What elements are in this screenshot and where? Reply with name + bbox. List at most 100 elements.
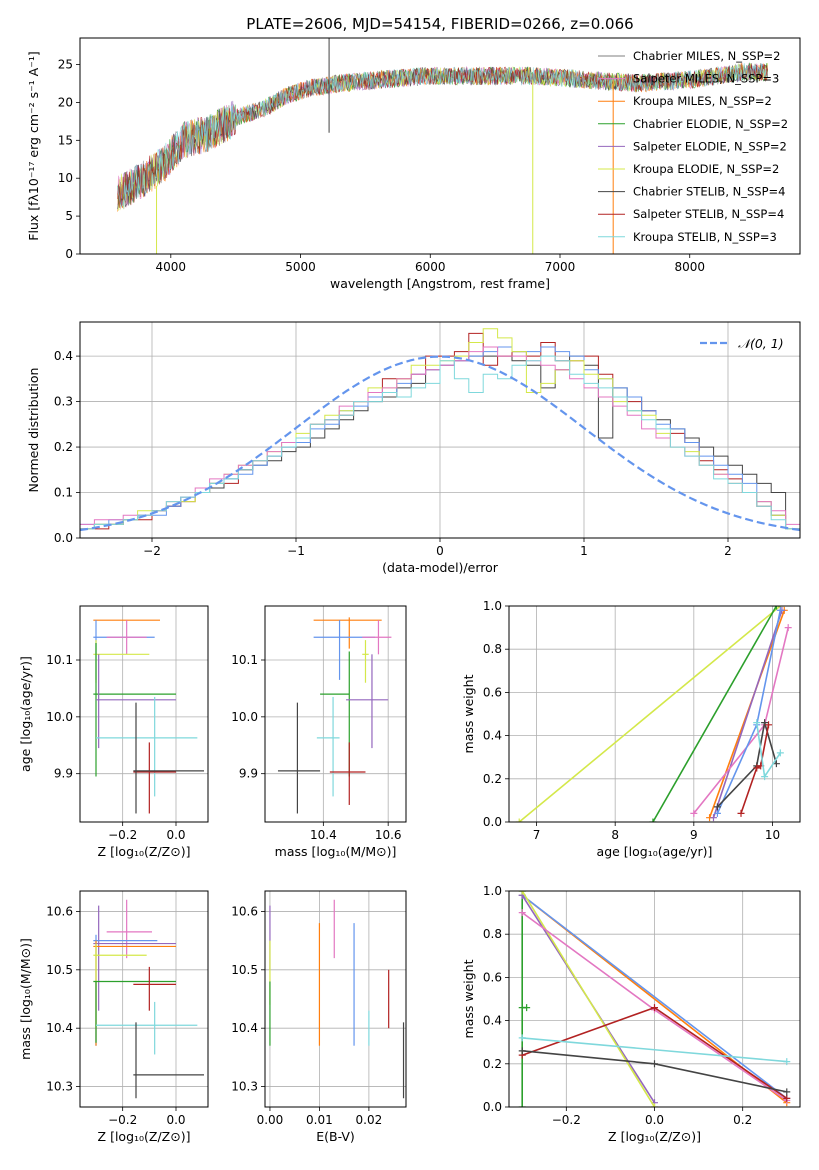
age_mass_weight-plot-area — [509, 606, 800, 822]
weight-marker — [753, 764, 761, 772]
weight-marker — [515, 818, 523, 822]
axes-frame — [508, 605, 801, 823]
weight-line — [652, 606, 778, 822]
weight-marker — [649, 818, 657, 822]
spectrum-line — [117, 63, 768, 210]
error-bar-point — [96, 1001, 198, 1055]
spectrum-line — [117, 63, 768, 209]
weight-marker — [651, 1004, 658, 1012]
weight-marker — [713, 809, 721, 817]
y-tick-label: 20 — [58, 95, 73, 109]
error-bar-point — [93, 943, 147, 1029]
x-tick-label: 0.00 — [257, 1113, 284, 1127]
error-bar-point — [316, 696, 340, 797]
y-tick-label: 0.1 — [54, 486, 73, 500]
weight-marker — [783, 1094, 791, 1102]
error-bar-point — [277, 702, 321, 814]
y-tick-label: 0.3 — [54, 395, 73, 409]
weight-marker — [776, 749, 784, 757]
x-tick-label: −1 — [287, 544, 305, 558]
legend-label: Kroupa STELIB, N_SSP=3 — [633, 230, 777, 244]
x-tick-label: 0.01 — [306, 1113, 333, 1127]
residuals-panel: −2 −1 0 1 2 0.0 0.1 0.2 0.3 0.4 (data-model)/error… — [26, 321, 801, 575]
y-tick-label: 1.0 — [483, 599, 502, 613]
spectrum-title: PLATE=2606, MJD=54154, FIBERID=0266, z=0… — [246, 15, 633, 33]
x-tick-label: 5000 — [285, 260, 316, 274]
weight-marker — [518, 909, 526, 917]
y-tick-label: 0 — [65, 247, 73, 261]
spectrum-line — [117, 63, 768, 208]
error-bar-point — [93, 980, 176, 1043]
age-mass-weight-panel: 7 8 9 10 0.0 0.2 0.4 0.6 0.8 1.0 age [log₁₀(age/yr… — [461, 599, 801, 859]
x-tick-label: 8 — [611, 828, 619, 842]
gaussian-curve — [80, 355, 800, 532]
x-tick-label: 10.6 — [375, 828, 402, 842]
y-axis-label: Normed distribution — [26, 368, 41, 493]
error-bar-point — [320, 651, 350, 777]
weight-marker — [518, 1034, 526, 1042]
legend-label: Chabrier STELIB, N_SSP=4 — [633, 185, 785, 199]
error-bar-point — [93, 642, 176, 777]
y-tick-label: 5 — [65, 209, 73, 223]
y-tick-label: 0.0 — [483, 815, 502, 829]
error-bar-point — [133, 702, 204, 814]
y-tick-label: 10.0 — [231, 710, 258, 724]
error-bar-point — [93, 905, 176, 1011]
error-bar-point — [96, 696, 198, 797]
weight-marker — [709, 814, 717, 822]
weight-marker — [765, 721, 773, 729]
y-tick-label: 0.4 — [483, 1014, 502, 1028]
y-tick-label: 0.2 — [483, 1057, 502, 1071]
y-tick-label: 1.0 — [483, 884, 502, 898]
y-tick-label: 10.1 — [231, 653, 258, 667]
y-tick-label: 0.0 — [483, 1100, 502, 1114]
x-tick-label: −0.2 — [108, 1113, 137, 1127]
y-tick-label: 15 — [58, 133, 73, 147]
spectrum-panel: 4000 5000 6000 7000 8000 0 5 10 15 20 25 wavelength… — [26, 37, 801, 291]
weight-marker — [761, 719, 769, 727]
x-tick-label: 0.02 — [356, 1113, 383, 1127]
x-tick-label: 0 — [436, 544, 444, 558]
y-tick-label: 10.5 — [46, 963, 73, 977]
y-tick-label: 0.2 — [54, 440, 73, 454]
z_mass_weight-plot-area — [509, 891, 800, 1107]
x-axis-label: (data-model)/error — [382, 560, 499, 575]
z-vs-age-panel: −0.2 0.0 9.9 10.0 10.1 Z [log₁₀(Z/Z⊙)] age [lo… — [18, 605, 209, 859]
error-bar-point — [313, 617, 382, 649]
weight-marker — [737, 809, 745, 817]
error-bar-point — [362, 640, 369, 683]
spectrum-legend: Chabrier MILES, N_SSP=2 Salpeter MILES, N… — [598, 49, 788, 244]
y-tick-label: 0.4 — [483, 729, 502, 743]
weight-marker — [518, 891, 526, 895]
weight-marker — [523, 1004, 531, 1012]
weight-marker — [776, 606, 784, 614]
error-bar-point — [93, 620, 155, 680]
y-tick-label: 10.5 — [231, 963, 258, 977]
y-tick-label: 0.8 — [483, 927, 502, 941]
y-axis-label: Flux [fλ10⁻¹⁷ erg cm⁻² s⁻¹ A⁻¹] — [26, 51, 41, 240]
y-axis-label: age [log₁₀(age/yr)] — [18, 656, 33, 772]
residuals-plot-area — [80, 322, 800, 538]
error-bar-point — [346, 654, 389, 749]
weight-line — [518, 606, 781, 822]
error-bar-point — [133, 742, 176, 814]
x-tick-label: 1 — [580, 544, 588, 558]
z-mass-weight-panel: −0.2 0.0 0.2 0.0 0.2 0.4 0.6 0.8 1.0 Z [log₁₀(Z/Z… — [461, 884, 801, 1144]
x-tick-label: −0.2 — [552, 1113, 581, 1127]
legend-label: Chabrier ELODIE, N_SSP=2 — [633, 117, 788, 131]
x-axis-label: age [log₁₀(age/yr)] — [597, 844, 713, 859]
x-axis-label: mass [log₁₀(M/M⊙)] — [275, 844, 397, 859]
x-tick-label: 6000 — [415, 260, 446, 274]
y-tick-label: 25 — [58, 58, 73, 72]
y-tick-label: 10.3 — [231, 1080, 258, 1094]
x-axis-label: Z [log₁₀(Z/Z⊙)] — [98, 1129, 191, 1144]
x-tick-label: 7000 — [545, 260, 576, 274]
weight-marker — [783, 1088, 791, 1096]
axes-frame — [264, 605, 407, 823]
weight-marker — [761, 773, 769, 781]
y-tick-label: 0.8 — [483, 642, 502, 656]
y-tick-label: 10 — [58, 171, 73, 185]
x-tick-label: 9 — [690, 828, 698, 842]
axes-frame — [508, 890, 801, 1108]
